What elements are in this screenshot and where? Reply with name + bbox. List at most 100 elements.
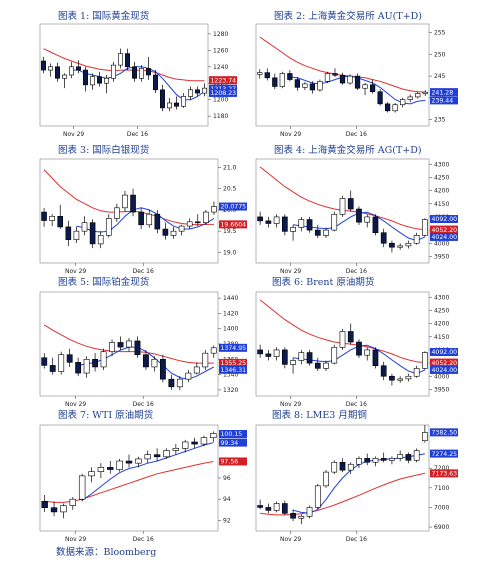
candle-body bbox=[380, 365, 387, 377]
candle-body bbox=[116, 460, 123, 470]
candle-body bbox=[65, 226, 72, 240]
candle-body bbox=[83, 69, 88, 86]
value-tag-label: 100.15 bbox=[221, 431, 243, 438]
candle-body bbox=[151, 358, 158, 368]
y-tick-label: 7000 bbox=[434, 504, 449, 511]
panel-4-ag-td: 图表 4: 上海黄金交易所 AG(T+D) 395040004050410041… bbox=[250, 140, 500, 280]
candle-body bbox=[380, 458, 387, 461]
candle-body bbox=[182, 441, 189, 449]
candle-body bbox=[364, 349, 371, 356]
candle-body bbox=[264, 72, 270, 79]
candle-body bbox=[167, 102, 172, 109]
candle-body bbox=[75, 362, 82, 374]
candle-body bbox=[422, 352, 428, 369]
candle-body bbox=[130, 194, 136, 213]
candle-body bbox=[413, 235, 420, 244]
value-tag-label: 7173.63 bbox=[432, 471, 458, 478]
candle-body bbox=[415, 93, 421, 98]
candle-body bbox=[100, 351, 107, 368]
y-tick-label: 4300 bbox=[434, 294, 449, 301]
candle-body bbox=[273, 349, 280, 357]
chart-title: 图表 8: LME3 月期铜 bbox=[272, 410, 367, 421]
candle-body bbox=[339, 198, 346, 215]
x-tick-label: Dec 16 bbox=[133, 268, 154, 275]
candle-body bbox=[126, 340, 132, 348]
plot-area bbox=[39, 424, 219, 532]
value-tag bbox=[219, 343, 247, 352]
value-tag bbox=[430, 88, 458, 97]
candle-body bbox=[397, 378, 404, 381]
y-tick-label: 94 bbox=[223, 496, 231, 503]
candle-body bbox=[265, 220, 272, 224]
candle-body bbox=[290, 227, 296, 232]
y-tick-label: 1420 bbox=[223, 310, 238, 317]
candle-body bbox=[73, 230, 80, 240]
value-tag-label: 1346.31 bbox=[221, 367, 247, 374]
value-tag bbox=[430, 348, 458, 357]
candle-body bbox=[41, 211, 47, 221]
y-tick-label: 3950 bbox=[434, 386, 449, 393]
candle-body bbox=[76, 66, 81, 71]
y-tick-label: 255 bbox=[434, 30, 446, 37]
y-tick-label: 1260 bbox=[213, 47, 228, 54]
value-tag bbox=[219, 202, 247, 211]
x-tick-label: Nov 29 bbox=[280, 536, 301, 543]
candle-body bbox=[369, 84, 376, 93]
candle-body bbox=[176, 378, 183, 388]
candle-body bbox=[265, 507, 272, 511]
x-tick-label: Dec 16 bbox=[127, 131, 148, 138]
candle-body bbox=[111, 64, 116, 79]
candle-body bbox=[138, 211, 144, 226]
candle-body bbox=[118, 53, 123, 66]
candle-body bbox=[339, 461, 346, 471]
y-tick-label: 250 bbox=[434, 51, 446, 58]
candle-body bbox=[109, 342, 115, 352]
candle-body bbox=[257, 349, 263, 355]
candle-body bbox=[178, 225, 185, 232]
candle-body bbox=[48, 66, 53, 71]
candle-body bbox=[314, 229, 321, 236]
y-tick-label: 1200 bbox=[213, 97, 228, 104]
candle-body bbox=[105, 218, 112, 236]
chart-4: 39504000405041004150420042504300Nov 29De… bbox=[255, 158, 458, 275]
value-tag-label: 1223.74 bbox=[211, 77, 237, 84]
candle-body bbox=[347, 198, 354, 210]
candle-body bbox=[389, 242, 395, 248]
candle-body bbox=[90, 76, 95, 86]
chart-7: 92 94 96 Nov 29 Dec 16 100.15 99.34 97.56 bbox=[39, 424, 247, 543]
candle-body bbox=[389, 458, 395, 461]
y-tick-label: 245 bbox=[434, 73, 446, 80]
candle-body bbox=[397, 245, 404, 248]
y-tick-label: 4150 bbox=[434, 201, 449, 208]
value-tag bbox=[219, 430, 247, 439]
y-tick-label: 1240 bbox=[213, 64, 228, 71]
candle-body bbox=[41, 60, 46, 71]
candle-body bbox=[331, 213, 338, 231]
ma-red-line bbox=[43, 48, 205, 82]
y-tick-label: 4250 bbox=[434, 307, 449, 314]
candle-body bbox=[272, 77, 278, 87]
value-tag bbox=[430, 225, 458, 234]
y-tick-label: 96 bbox=[223, 475, 231, 482]
x-tick-label: Dec 16 bbox=[133, 401, 154, 408]
candle-body bbox=[372, 216, 379, 234]
candle-body bbox=[298, 352, 305, 361]
y-tick-label: 4150 bbox=[434, 334, 449, 341]
y-tick-label: 7100 bbox=[434, 485, 449, 492]
candle-body bbox=[364, 216, 371, 223]
candle-body bbox=[181, 96, 186, 107]
candle-body bbox=[49, 216, 55, 221]
candle-body bbox=[66, 354, 73, 363]
candle-body bbox=[160, 89, 165, 109]
candle-body bbox=[324, 73, 331, 82]
x-tick-label: Dec 16 bbox=[346, 268, 367, 275]
panel-2-au-td: 图表 2: 上海黄金交易所 AU(T+D) 235240245250255Nov… bbox=[250, 0, 500, 140]
value-tag-label: 4092.00 bbox=[432, 216, 458, 223]
candle-body bbox=[362, 84, 368, 89]
candle-body bbox=[185, 372, 192, 380]
candle-body bbox=[356, 341, 362, 356]
y-tick-label: 92 bbox=[223, 517, 231, 524]
